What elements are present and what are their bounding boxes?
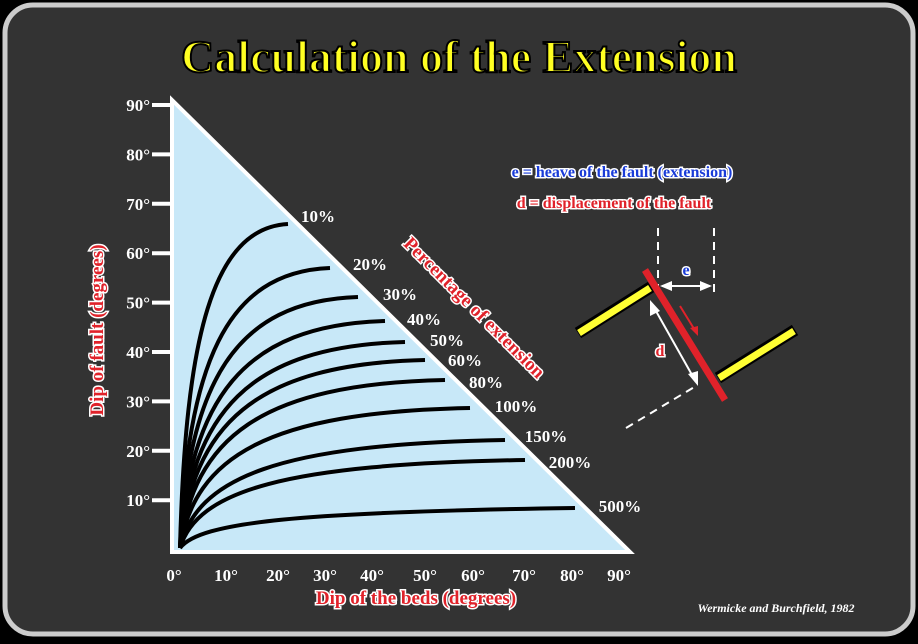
title: Calculation of the Extension bbox=[181, 31, 737, 82]
x-tick-label: 20° bbox=[266, 566, 290, 585]
fault-sketch bbox=[574, 228, 799, 429]
curve-label: 10% bbox=[301, 207, 335, 226]
curve-label: 30% bbox=[383, 285, 417, 304]
x-tick-label: 10° bbox=[214, 566, 238, 585]
triangle bbox=[170, 95, 635, 554]
legend-d: d = displacement of the fault bbox=[517, 195, 712, 212]
curve-label: 80% bbox=[469, 373, 503, 392]
curve-label: 20% bbox=[353, 255, 387, 274]
curve-label: 40% bbox=[407, 310, 441, 329]
curve bbox=[178, 458, 526, 549]
y-tick-label: 30° bbox=[126, 392, 150, 411]
curve-label: 50% bbox=[430, 331, 464, 350]
sketch-e: e bbox=[682, 262, 689, 279]
y-tick-label: 60° bbox=[126, 244, 150, 263]
legend-e: e = heave of the fault (extension) bbox=[512, 164, 733, 181]
x-tick-label: 40° bbox=[360, 566, 384, 585]
y-tick-label: 70° bbox=[126, 195, 150, 214]
curve-label: 200% bbox=[549, 453, 592, 472]
sketch-d: d bbox=[656, 343, 665, 360]
y-tick-label: 90° bbox=[126, 96, 150, 115]
curve-label: 500% bbox=[599, 497, 642, 516]
x-axis-label: Dip of the beds (degrees) bbox=[316, 588, 516, 609]
y-tick-label: 50° bbox=[126, 294, 150, 313]
curve-label: 150% bbox=[525, 427, 568, 446]
y-tick-label: 80° bbox=[126, 145, 150, 164]
x-tick-label: 70° bbox=[512, 566, 536, 585]
x-tick-label: 50° bbox=[413, 566, 437, 585]
credit: Wermicke and Burchfield, 1982 bbox=[697, 601, 854, 615]
curve bbox=[178, 506, 576, 550]
curve bbox=[178, 378, 446, 549]
curves bbox=[178, 222, 576, 550]
x-tick-label: 90° bbox=[607, 566, 631, 585]
y-tick-label: 20° bbox=[126, 442, 150, 461]
y-tick-label: 10° bbox=[126, 491, 150, 510]
curve bbox=[178, 222, 289, 549]
curve-label: 60% bbox=[448, 351, 482, 370]
curve bbox=[178, 438, 506, 549]
x-tick-label: 60° bbox=[461, 566, 485, 585]
x-tick-label: 80° bbox=[560, 566, 584, 585]
y-axis-label: Dip of fault (degrees) bbox=[87, 244, 108, 415]
curve-label: 100% bbox=[495, 397, 538, 416]
x-tick-label: 0° bbox=[166, 566, 181, 585]
x-tick-label: 30° bbox=[313, 566, 337, 585]
curve bbox=[178, 406, 471, 549]
y-tick-label: 40° bbox=[126, 343, 150, 362]
